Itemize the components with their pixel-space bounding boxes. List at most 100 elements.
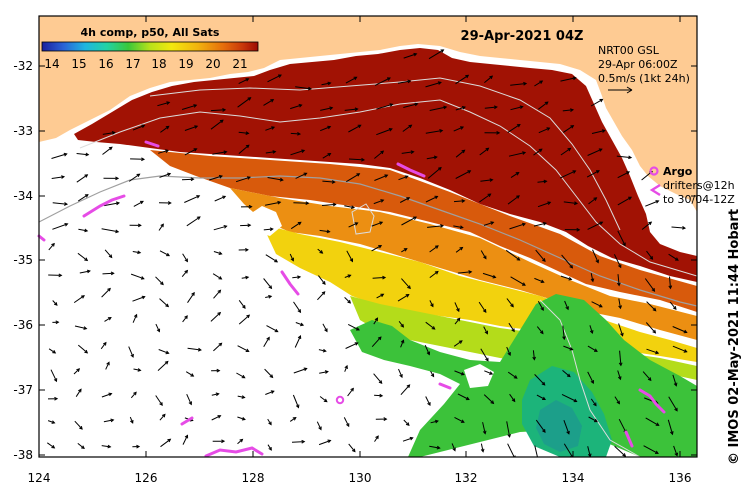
current-arrow-head bbox=[399, 374, 403, 379]
current-arrow-head bbox=[483, 255, 487, 260]
current-arrow bbox=[559, 170, 576, 179]
current-arrow-head bbox=[460, 419, 465, 423]
current-arrow-head bbox=[492, 274, 497, 279]
current-arrow bbox=[402, 124, 412, 132]
current-arrow-head bbox=[239, 438, 244, 443]
current-arrow bbox=[510, 83, 527, 86]
current-arrow-head bbox=[652, 307, 657, 312]
current-arrow bbox=[507, 443, 515, 457]
current-arrow-head bbox=[247, 97, 252, 101]
current-arrow bbox=[672, 326, 687, 333]
current-arrow bbox=[618, 323, 624, 336]
current-arrow bbox=[155, 395, 163, 406]
y-tick-label: -36 bbox=[13, 318, 33, 332]
current-arrow-head bbox=[136, 173, 141, 178]
current-arrow bbox=[563, 443, 573, 457]
current-arrow bbox=[536, 394, 546, 400]
current-arrow-head bbox=[626, 171, 631, 175]
current-arrow-head bbox=[301, 439, 306, 444]
drifter-track-3 bbox=[396, 162, 426, 178]
current-arrow-head bbox=[274, 258, 279, 263]
drifter-track-8 bbox=[624, 430, 634, 448]
current-arrow-head bbox=[300, 322, 305, 327]
current-arrow bbox=[453, 200, 465, 203]
current-arrow-head bbox=[482, 430, 487, 435]
current-arrow bbox=[564, 300, 569, 310]
current-arrow bbox=[267, 74, 282, 83]
current-arrow bbox=[537, 301, 544, 311]
current-arrow bbox=[47, 442, 55, 449]
current-arrow bbox=[293, 301, 301, 313]
current-arrow-head bbox=[83, 326, 88, 330]
x-tick-label: 134 bbox=[562, 471, 585, 485]
current-arrow-head bbox=[618, 305, 622, 310]
current-arrow-head bbox=[219, 119, 224, 124]
current-arrow bbox=[590, 272, 594, 282]
current-arrow-head bbox=[81, 295, 85, 299]
drifter-track-5 bbox=[204, 446, 264, 458]
current-arrow-head bbox=[430, 373, 435, 378]
colorbar-tick: 20 bbox=[205, 57, 220, 71]
current-arrow-head bbox=[272, 150, 277, 154]
current-arrow-head bbox=[674, 452, 679, 457]
current-arrow-head bbox=[221, 439, 226, 444]
current-arrow-head bbox=[485, 357, 489, 362]
current-arrow-head bbox=[375, 435, 379, 440]
x-tick-label: 126 bbox=[135, 471, 158, 485]
current-arrow bbox=[537, 180, 547, 183]
current-arrow-head bbox=[137, 368, 142, 372]
current-arrow bbox=[508, 322, 515, 332]
current-arrow-head bbox=[218, 174, 223, 179]
current-arrow-head bbox=[434, 195, 439, 200]
current-arrow bbox=[155, 276, 164, 285]
y-tick-label: -37 bbox=[13, 383, 33, 397]
current-arrow-head bbox=[188, 401, 192, 406]
current-arrow-head bbox=[107, 287, 111, 292]
current-arrow bbox=[506, 298, 514, 308]
current-arrow bbox=[428, 49, 444, 60]
currents-legend: NRT00 GSL 29-Apr 06:00Z 0.5m/s (1kt 24h) bbox=[598, 44, 690, 94]
current-arrow-head bbox=[51, 242, 55, 247]
current-arrow bbox=[101, 228, 119, 233]
current-arrow-head bbox=[562, 336, 566, 341]
current-arrow bbox=[213, 225, 227, 231]
current-arrow bbox=[427, 225, 444, 228]
current-arrow bbox=[318, 440, 331, 446]
current-arrow-head bbox=[297, 131, 302, 136]
current-arrow bbox=[510, 172, 519, 179]
current-arrow bbox=[399, 197, 410, 203]
current-arrow bbox=[668, 253, 679, 261]
current-arrow bbox=[344, 205, 355, 209]
current-arrow bbox=[265, 254, 278, 263]
current-arrow-head bbox=[516, 257, 521, 261]
current-arrow-head bbox=[467, 170, 472, 174]
current-arrow-head bbox=[246, 314, 251, 319]
current-arrow-head bbox=[268, 421, 272, 426]
colorbar-tick: 15 bbox=[71, 57, 86, 71]
current-arrow-head bbox=[324, 328, 328, 333]
current-arrow-head bbox=[683, 349, 688, 353]
drifter-icon bbox=[649, 183, 661, 197]
current-arrow bbox=[589, 325, 593, 334]
y-tick-label: -35 bbox=[13, 253, 33, 267]
current-arrow bbox=[425, 130, 443, 134]
current-arrow bbox=[455, 106, 466, 111]
current-arrow-head bbox=[386, 77, 391, 81]
current-arrow-head bbox=[413, 52, 418, 57]
current-arrow-head bbox=[465, 396, 470, 401]
current-arrow-head bbox=[268, 285, 273, 290]
current-arrow bbox=[77, 252, 88, 261]
current-arrow-head bbox=[431, 326, 436, 330]
current-arrow-head bbox=[576, 227, 581, 232]
current-arrow bbox=[425, 81, 442, 88]
current-arrow bbox=[294, 335, 301, 348]
current-arrow-head bbox=[460, 371, 465, 376]
current-arrow bbox=[211, 415, 221, 421]
current-arrow bbox=[614, 396, 620, 404]
current-arrow-head bbox=[184, 258, 188, 263]
current-arrow bbox=[454, 416, 465, 423]
current-arrow bbox=[424, 344, 430, 355]
current-arrow-head bbox=[617, 376, 622, 381]
current-arrow-head bbox=[618, 264, 622, 269]
current-arrow bbox=[560, 147, 571, 156]
